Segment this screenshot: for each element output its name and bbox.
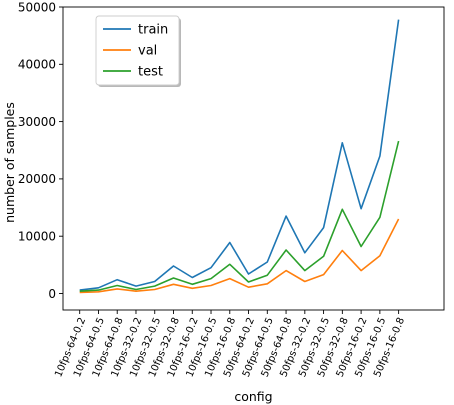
legend-label-val: val xyxy=(138,44,157,59)
series-line-test xyxy=(79,140,400,292)
y-axis-label: number of samples xyxy=(2,102,17,223)
y-tick-label: 40000 xyxy=(18,58,56,72)
legend-label-test: test xyxy=(138,65,163,80)
y-tick-label: 10000 xyxy=(18,230,56,244)
legend-box xyxy=(95,15,180,86)
y-tick-label: 30000 xyxy=(18,115,56,129)
plot-area xyxy=(79,19,400,294)
legend-label-train: train xyxy=(138,23,168,38)
y-tick-label: 20000 xyxy=(18,172,56,186)
axes: 0100002000030000400005000010fps-64-0.210… xyxy=(18,0,445,379)
series-line-train xyxy=(79,19,400,291)
axes-frame xyxy=(62,6,445,311)
x-axis-label: config xyxy=(234,389,272,404)
y-tick-label: 50000 xyxy=(18,0,56,14)
legend: train val test xyxy=(95,15,181,87)
y-tick-label: 0 xyxy=(48,287,56,301)
series-line-val xyxy=(79,218,400,294)
